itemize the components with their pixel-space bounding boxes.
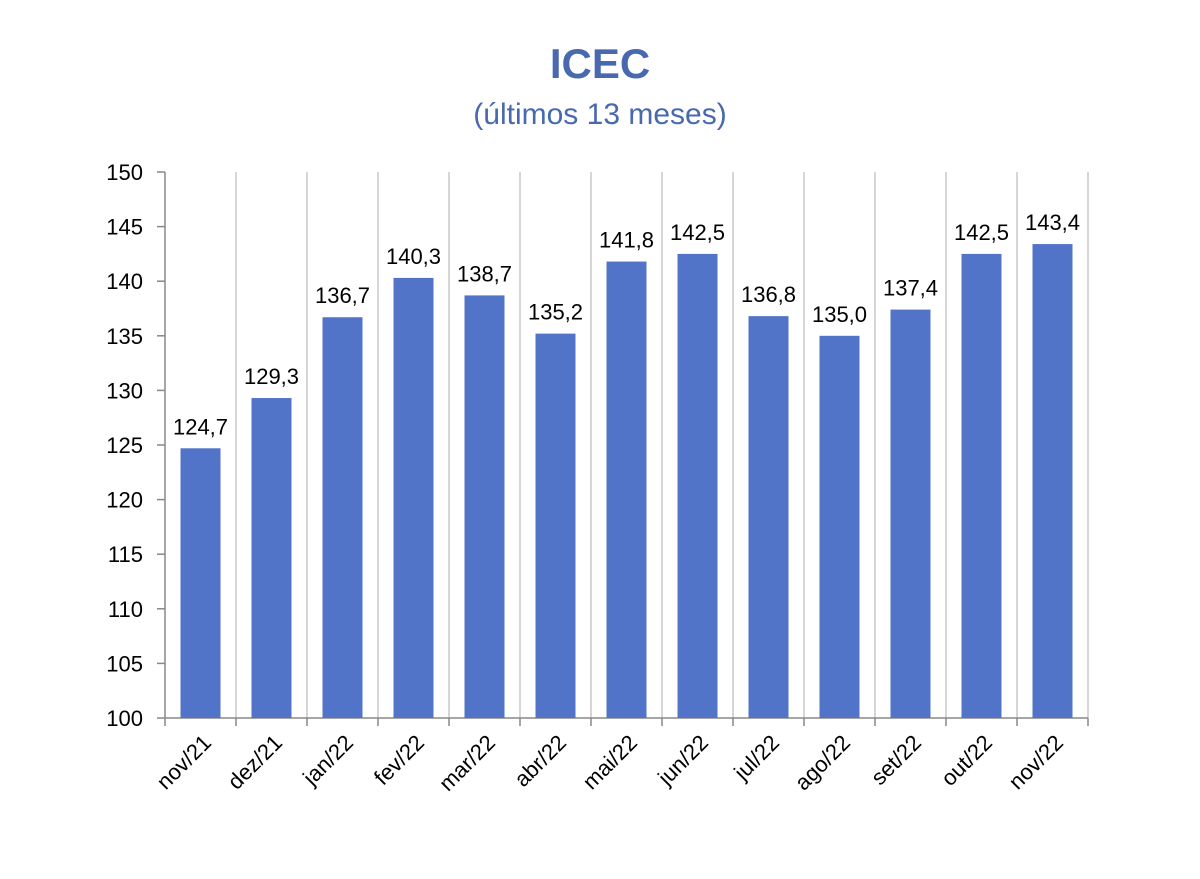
- category-label: jan/22: [297, 730, 358, 791]
- grid-lines: [235, 172, 1089, 718]
- bar: [251, 398, 292, 718]
- y-tick-label: 110: [108, 597, 143, 622]
- y-tick-label: 120: [106, 488, 143, 513]
- category-label: nov/22: [1004, 730, 1068, 794]
- data-label: 137,4: [883, 276, 938, 301]
- bar: [535, 333, 576, 718]
- category-label: mai/22: [578, 730, 642, 794]
- data-label: 129,3: [244, 364, 299, 389]
- category-label: mar/22: [434, 730, 500, 796]
- y-tick-label: 105: [106, 651, 143, 676]
- y-tick-label: 150: [106, 160, 143, 185]
- bar: [1032, 244, 1073, 718]
- y-tick-label: 130: [106, 378, 143, 403]
- category-label: out/22: [936, 730, 997, 791]
- bar: [677, 253, 718, 718]
- bars: [180, 244, 1073, 718]
- data-label: 140,3: [386, 244, 441, 269]
- data-label: 136,7: [315, 283, 370, 308]
- chart-title: ICEC: [549, 40, 651, 87]
- data-label: 135,0: [812, 302, 867, 327]
- data-label: 135,2: [528, 300, 583, 325]
- bar: [961, 253, 1002, 718]
- category-label: jul/22: [728, 730, 784, 786]
- data-label: 143,4: [1025, 210, 1080, 235]
- data-label: 142,5: [670, 220, 725, 245]
- y-tick-label: 115: [108, 542, 143, 567]
- bar: [819, 335, 860, 718]
- data-label: 142,5: [954, 220, 1009, 245]
- category-label: fev/22: [369, 730, 429, 790]
- bar: [890, 309, 931, 718]
- bar: [606, 261, 647, 718]
- bar: [393, 277, 434, 718]
- axes: 100 105 110 115 120 125 130 135 140 145 150: [106, 160, 1089, 731]
- category-label: nov/21: [152, 730, 216, 794]
- category-label: dez/21: [223, 730, 287, 794]
- y-tick-label: 125: [106, 433, 143, 458]
- category-label: set/22: [866, 730, 926, 790]
- category-label: ago/22: [790, 730, 855, 795]
- category-label: abr/22: [509, 730, 571, 792]
- y-tick-label: 135: [106, 324, 143, 349]
- data-label: 138,7: [457, 261, 512, 286]
- bar: [748, 316, 789, 718]
- bar: [464, 295, 505, 718]
- data-label: 136,8: [741, 282, 796, 307]
- bar: [322, 317, 363, 718]
- data-label: 141,8: [599, 228, 654, 253]
- y-tick-label: 100: [106, 706, 143, 731]
- category-label: jun/22: [652, 730, 713, 791]
- bar: [180, 448, 221, 718]
- y-tick-label: 145: [106, 215, 143, 240]
- chart-subtitle: (últimos 13 meses): [473, 98, 727, 131]
- data-label: 124,7: [173, 414, 228, 439]
- y-tick-label: 140: [106, 269, 143, 294]
